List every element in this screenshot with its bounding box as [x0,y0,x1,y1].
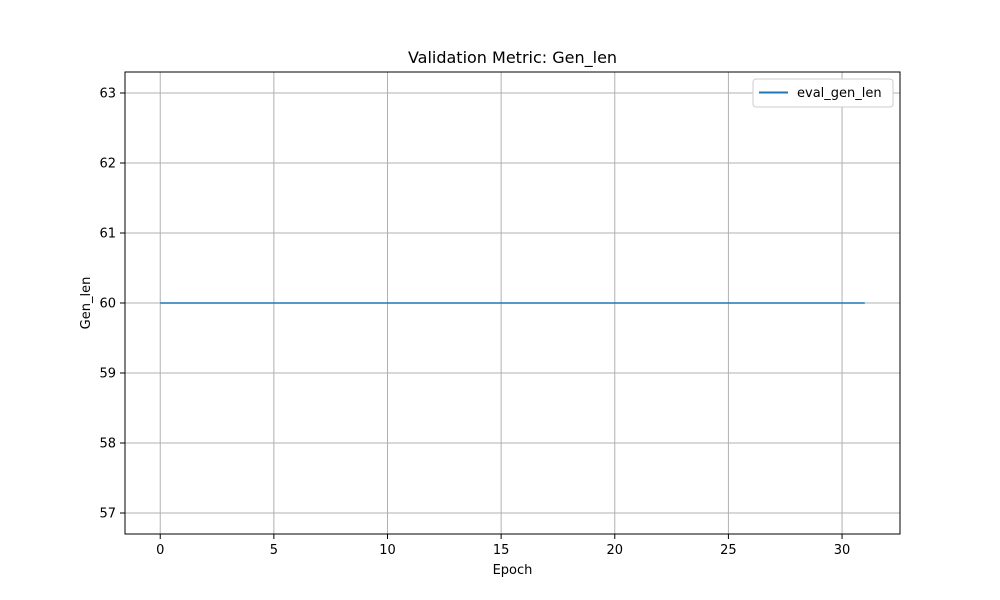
x-tick-label: 5 [270,543,278,558]
x-axis-label: Epoch [493,563,533,578]
x-tick-label: 10 [379,543,396,558]
x-tick-label: 0 [156,543,164,558]
y-tick-label: 58 [99,437,116,452]
y-axis-ticks: 57 58 59 60 61 62 63 [99,87,125,522]
y-tick-label: 60 [99,297,116,312]
x-tick-label: 25 [720,543,737,558]
x-tick-label: 20 [606,543,623,558]
legend-box [752,78,894,108]
y-tick-label: 59 [99,367,116,382]
x-tick-label: 30 [834,543,851,558]
x-tick-label: 15 [493,543,510,558]
legend-label-eval-gen-len: eval_gen_len [797,86,882,101]
y-tick-label: 63 [99,87,116,102]
x-axis-ticks: 0 5 10 15 20 25 30 [156,534,850,558]
legend: eval_gen_len [752,78,894,108]
y-tick-label: 62 [99,157,116,172]
y-tick-label: 57 [99,507,116,522]
y-axis-label: Gen_len [79,277,94,330]
chart-title: Validation Metric: Gen_len [408,48,617,68]
y-tick-label: 61 [99,227,116,242]
